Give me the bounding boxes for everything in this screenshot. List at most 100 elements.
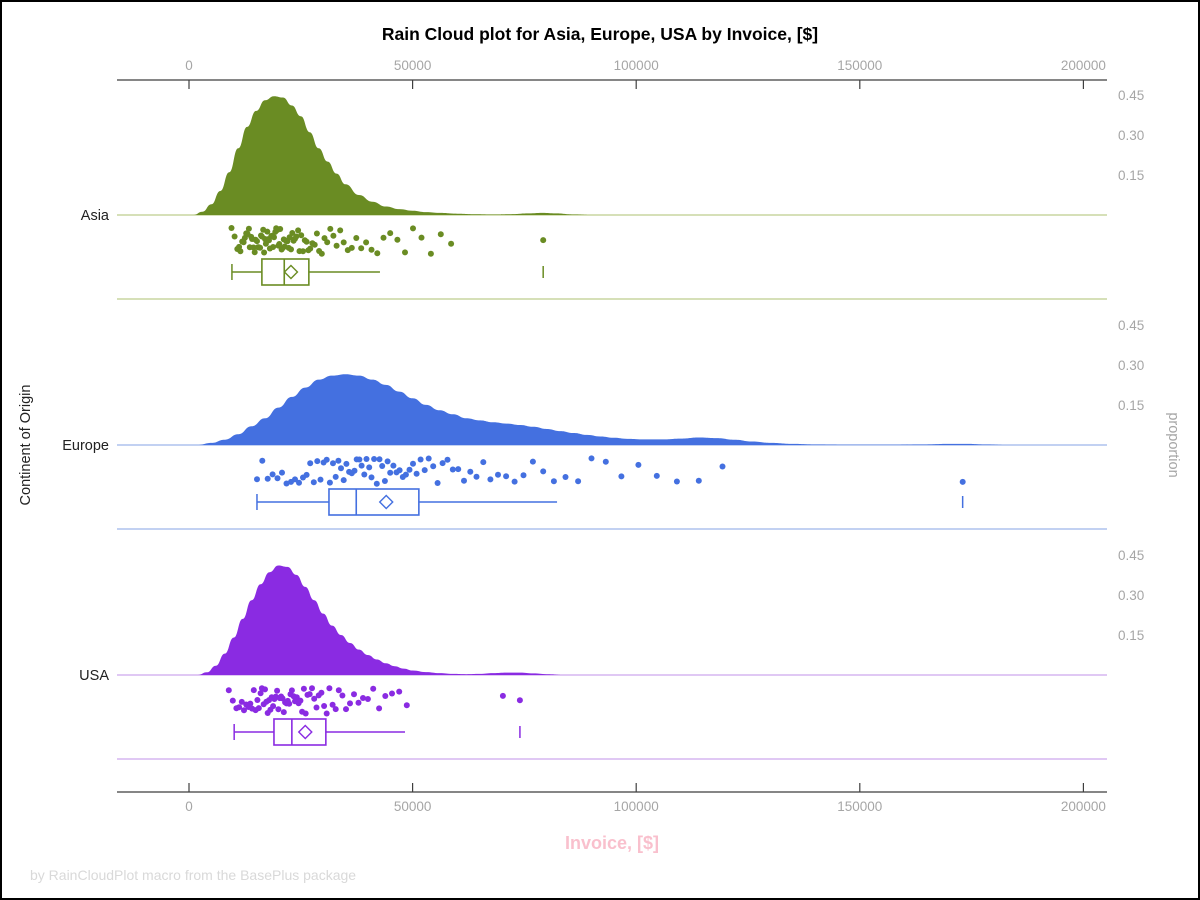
scatter-point — [373, 480, 380, 487]
scatter-point — [439, 460, 446, 467]
scatter-point — [309, 685, 315, 692]
scatter-point — [283, 480, 290, 487]
scatter-point — [430, 463, 437, 470]
scatter-point — [368, 246, 375, 253]
scatter-point — [376, 705, 383, 712]
x-tick-label: 100000 — [614, 58, 659, 73]
scatter-point — [376, 456, 383, 463]
scatter-point — [410, 225, 416, 232]
scatter-point — [461, 477, 467, 484]
scatter-point — [317, 476, 324, 483]
scatter-point — [387, 469, 394, 476]
density-area — [197, 374, 1008, 445]
scatter-point — [455, 466, 462, 473]
scatter-point — [618, 473, 625, 480]
scatter-point — [251, 249, 258, 256]
scatter-point — [480, 459, 487, 466]
scatter-point — [695, 477, 702, 484]
scatter-point — [351, 467, 358, 474]
scatter-point — [269, 471, 276, 478]
scatter-point — [303, 471, 310, 478]
scatter-point — [540, 468, 547, 475]
scatter-point — [380, 234, 387, 241]
scatter-point — [343, 706, 349, 713]
density-area — [193, 96, 592, 215]
group-europe: 0.45 0.30 0.15 Europe — [62, 318, 1144, 530]
scatter-point — [356, 456, 363, 463]
scatter-point — [330, 460, 336, 467]
scatter-point — [326, 685, 333, 692]
scatter-point — [310, 479, 317, 486]
scatter-point — [318, 689, 325, 696]
scatter-point — [562, 474, 569, 480]
scatter-point — [250, 687, 257, 694]
group-label: Europe — [62, 438, 109, 454]
scatter-point — [371, 456, 378, 462]
scatter-point — [635, 461, 642, 468]
scatter-point — [286, 700, 293, 707]
scatter-point — [254, 476, 260, 483]
scatter-point — [229, 697, 236, 704]
scatter-point — [959, 478, 966, 485]
scatter-point — [271, 234, 277, 241]
scatter-point — [363, 456, 370, 462]
scatter-point — [323, 710, 330, 717]
scatter-point — [335, 457, 342, 464]
group-asia: 0.45 0.30 0.15 Asia — [81, 88, 1144, 300]
scatter-point — [402, 249, 408, 256]
scatter-point — [390, 462, 397, 469]
scatter-point — [473, 473, 480, 480]
scatter-point — [262, 686, 268, 693]
scatter-point — [449, 466, 456, 473]
scatter-point — [361, 471, 368, 478]
scatter-point — [384, 458, 391, 465]
scatter-point — [288, 687, 295, 694]
scatter-point — [313, 704, 320, 711]
proportion-tick-label: 0.45 — [1118, 318, 1144, 333]
x-tick-label: 200000 — [1061, 58, 1106, 73]
scatter-point — [261, 249, 268, 256]
scatter-point — [340, 239, 347, 246]
scatter-point — [254, 697, 261, 703]
scatter-point — [241, 707, 247, 714]
x-tick-label: 50000 — [394, 58, 432, 73]
scatter-point — [270, 703, 277, 710]
scatter-point — [338, 465, 344, 472]
scatter-point — [406, 466, 413, 473]
scatter-point — [335, 687, 342, 694]
scatter-point — [529, 458, 536, 465]
scatter-point — [516, 697, 523, 704]
scatter-point — [653, 472, 660, 479]
scatter-point — [396, 467, 403, 474]
scatter-point — [379, 463, 386, 469]
scatter-point — [588, 455, 595, 462]
scatter-point — [396, 688, 403, 695]
scatter-point — [403, 702, 410, 709]
scatter-point — [289, 230, 296, 236]
scatter-point — [511, 478, 518, 485]
scatter-point — [355, 699, 362, 706]
density-area — [197, 565, 565, 675]
mean-diamond — [297, 724, 313, 740]
scatter-point — [550, 478, 557, 485]
x-tick-label: 50000 — [394, 799, 432, 814]
scatter-point — [418, 234, 425, 241]
x-tick-label: 150000 — [837, 799, 882, 814]
mean-diamond — [378, 494, 394, 510]
scatter-point — [540, 237, 547, 244]
scatter-point — [254, 238, 260, 245]
scatter-point — [276, 241, 283, 247]
proportion-tick-label: 0.15 — [1118, 628, 1144, 643]
scatter-point — [314, 458, 321, 465]
scatter-point — [332, 706, 339, 713]
scatter-point — [247, 700, 254, 707]
scatter-point — [348, 244, 355, 251]
scatter-point — [575, 478, 582, 485]
scatter-point — [602, 458, 609, 465]
scatter-point — [387, 230, 394, 237]
scatter-point — [381, 478, 388, 484]
y-axis-title-right: proportion — [1165, 412, 1181, 477]
scatter-point — [250, 244, 257, 251]
